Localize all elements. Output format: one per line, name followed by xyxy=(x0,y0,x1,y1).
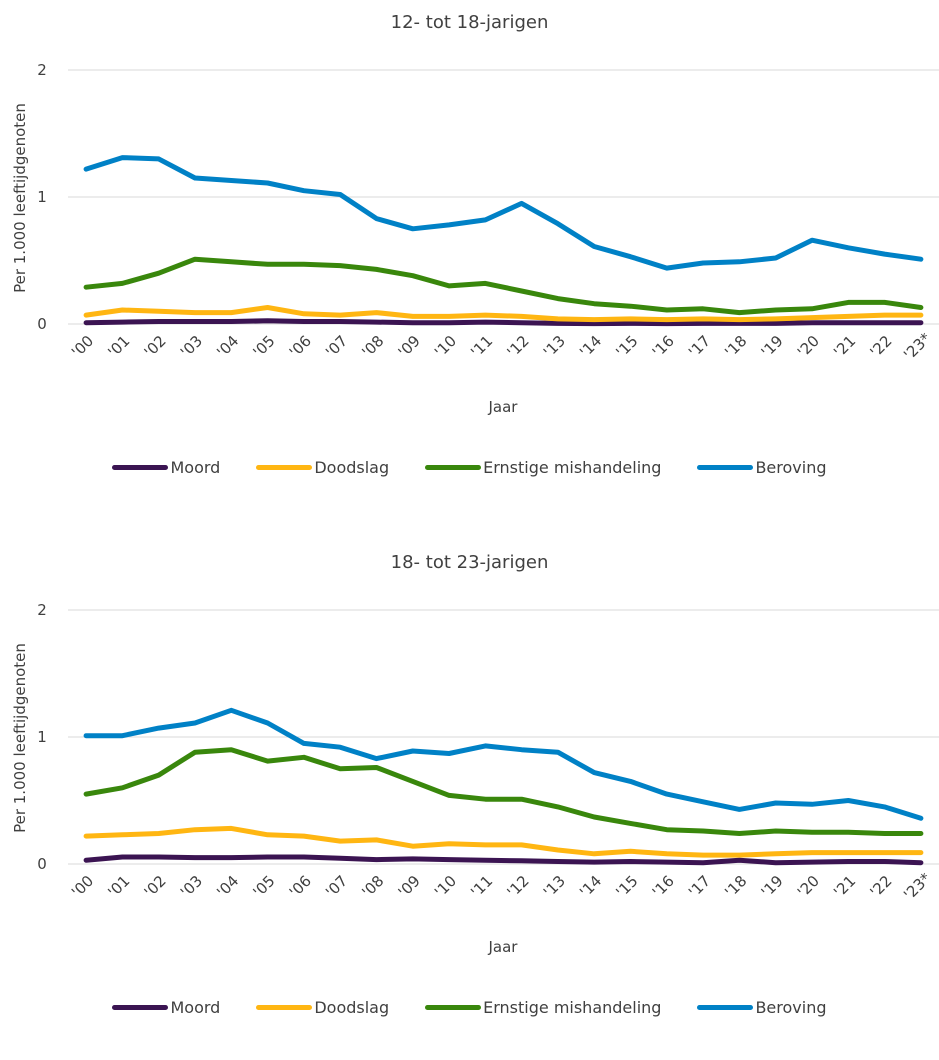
series-line-doodslag xyxy=(83,305,924,323)
legend-label: Moord xyxy=(170,458,221,477)
legend-item: Doodslag xyxy=(256,998,389,1017)
legend-item: Moord xyxy=(112,998,220,1017)
y-tick-label: 1 xyxy=(37,728,47,746)
legend-swatch xyxy=(256,465,313,470)
x-tick-label: '06 xyxy=(286,872,315,901)
legend: Moord Doodslag Ernstige mishandeling Berovi… xyxy=(0,998,939,1017)
x-tick-label: '05 xyxy=(249,332,278,361)
legend-label: Moord xyxy=(170,998,221,1017)
x-tick-label: '18 xyxy=(721,332,750,361)
y-tick-label: 2 xyxy=(37,61,47,79)
x-tick-label: '03 xyxy=(177,332,206,361)
x-tick-label: '12 xyxy=(504,872,533,901)
x-tick-label: '04 xyxy=(213,872,242,901)
x-tick-label: '02 xyxy=(141,872,170,901)
x-tick-label: '15 xyxy=(612,872,641,901)
x-tick-label: '04 xyxy=(213,332,242,361)
legend-item: Moord xyxy=(112,458,220,477)
legend-label: Beroving xyxy=(755,998,827,1017)
y-tick-label: 1 xyxy=(37,188,47,206)
x-tick-label: '14 xyxy=(576,872,605,901)
legend-swatch xyxy=(256,1005,313,1010)
x-tick-label: '16 xyxy=(649,872,678,901)
x-tick-label: '09 xyxy=(395,872,424,901)
x-tick-label: '12 xyxy=(504,332,533,361)
legend-label: Ernstige mishandeling xyxy=(483,998,662,1017)
x-tick-label: '19 xyxy=(758,872,787,901)
x-tick-label: '22 xyxy=(866,332,895,361)
x-tick-label: '03 xyxy=(177,872,206,901)
series-line-ernstige-mishandeling xyxy=(83,256,924,316)
chart-canvas: 0 1 2 '00'01 '02'03'04'05 '06'07'08 '09'10'11… xyxy=(11,61,939,416)
legend-swatch xyxy=(697,1005,754,1010)
x-tick-label: '22 xyxy=(866,872,895,901)
legend: Moord Doodslag Ernstige mishandeling Berovi… xyxy=(0,458,939,477)
x-axis-label: Jaar xyxy=(488,938,519,956)
x-tick-label: '09 xyxy=(395,332,424,361)
x-tick-label: '17 xyxy=(685,872,714,901)
legend-label: Doodslag xyxy=(314,458,390,477)
x-tick-label: '23* xyxy=(900,869,935,904)
x-tick-label: '06 xyxy=(286,332,315,361)
x-tick-label: '17 xyxy=(685,332,714,361)
x-tick-label: '20 xyxy=(794,332,823,361)
x-tick-label: '21 xyxy=(830,872,859,901)
y-axis-label: Per 1.000 leeftijdgenoten xyxy=(11,103,29,293)
x-tick-label: '10 xyxy=(431,872,460,901)
series-line-moord xyxy=(83,854,924,866)
x-tick-label: '00 xyxy=(68,872,97,901)
x-axis-label: Jaar xyxy=(488,398,519,416)
x-tick-label: '16 xyxy=(649,332,678,361)
x-tick-label: '08 xyxy=(358,872,387,901)
x-tick-label: '01 xyxy=(104,872,133,901)
series-line-doodslag xyxy=(83,825,924,858)
legend-swatch xyxy=(697,465,754,470)
chart-canvas: 0 1 2 '00'01 '02'03'04'05 '06'07'08 '09'10'11… xyxy=(11,601,939,956)
y-tick-label: 0 xyxy=(37,855,47,873)
x-tick-label: '08 xyxy=(358,332,387,361)
x-tick-label: '23* xyxy=(900,329,935,364)
series-line-moord xyxy=(83,318,924,327)
legend-label: Doodslag xyxy=(314,998,390,1017)
x-tick-label: '05 xyxy=(249,872,278,901)
y-axis-label: Per 1.000 leeftijdgenoten xyxy=(11,643,29,833)
x-tick-label: '15 xyxy=(612,332,641,361)
x-tick-label: '11 xyxy=(467,332,496,361)
chart-title: 18- tot 23-jarigen xyxy=(390,552,549,573)
x-tick-label: '07 xyxy=(322,872,351,901)
legend-swatch xyxy=(112,465,169,470)
y-tick-label: 2 xyxy=(37,601,47,619)
chart-title: 12- tot 18-jarigen xyxy=(390,12,549,33)
series-line-beroving xyxy=(83,155,924,271)
x-tick-label: '01 xyxy=(104,332,133,361)
x-tick-label: '11 xyxy=(467,872,496,901)
y-tick-label: 0 xyxy=(37,315,47,333)
x-tick-label: '02 xyxy=(141,332,170,361)
x-tick-label: '21 xyxy=(830,332,859,361)
legend-item: Ernstige mishandeling xyxy=(425,998,661,1017)
legend-item: Beroving xyxy=(697,458,827,477)
x-tick-label: '18 xyxy=(721,872,750,901)
legend-item: Doodslag xyxy=(256,458,389,477)
legend-swatch xyxy=(112,1005,169,1010)
legend-item: Ernstige mishandeling xyxy=(425,458,661,477)
legend-swatch xyxy=(425,1005,482,1010)
x-tick-label: '07 xyxy=(322,332,351,361)
x-tick-label: '00 xyxy=(68,332,97,361)
x-tick-label: '20 xyxy=(794,872,823,901)
x-tick-label: '14 xyxy=(576,332,605,361)
x-tick-label: '10 xyxy=(431,332,460,361)
series-line-ernstige-mishandeling xyxy=(83,747,924,836)
legend-label: Ernstige mishandeling xyxy=(483,458,662,477)
legend-label: Beroving xyxy=(755,458,827,477)
x-tick-label: '13 xyxy=(540,332,569,361)
series-line-beroving xyxy=(83,707,924,821)
x-tick-label: '13 xyxy=(540,872,569,901)
legend-swatch xyxy=(425,465,482,470)
x-tick-label: '19 xyxy=(758,332,787,361)
legend-item: Beroving xyxy=(697,998,827,1017)
